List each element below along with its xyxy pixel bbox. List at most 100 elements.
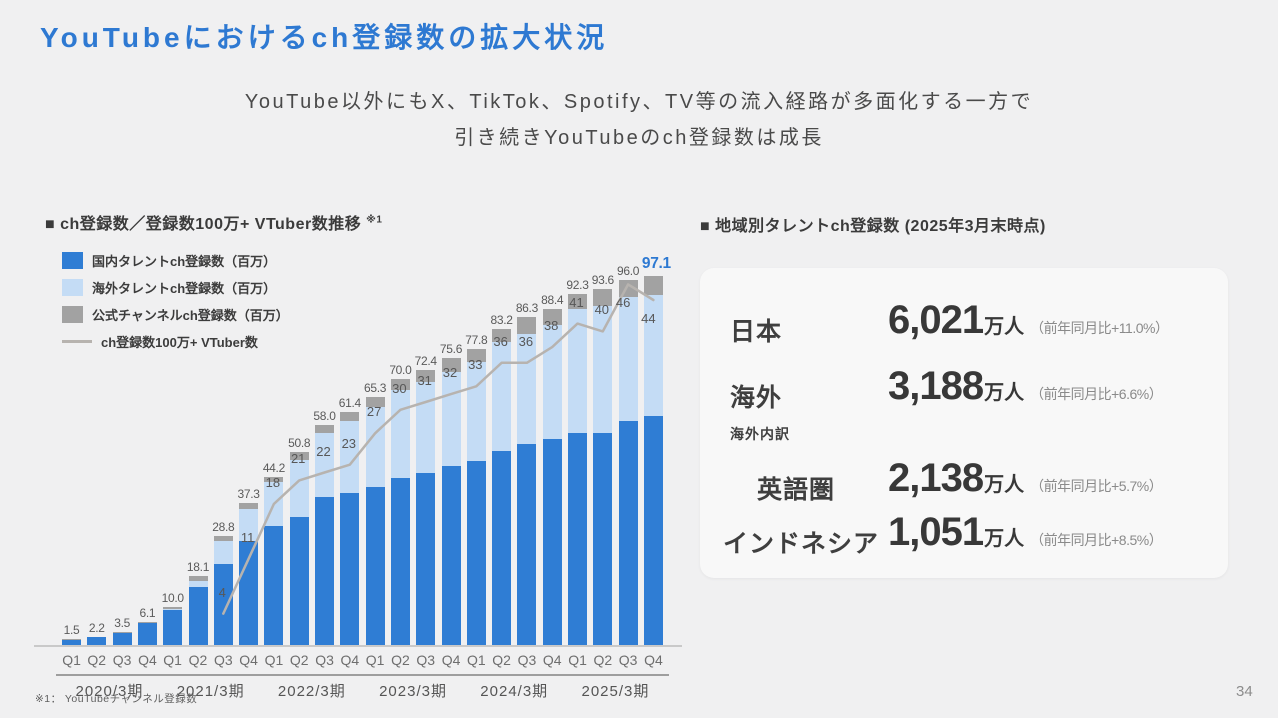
quarter-label: Q2 — [391, 652, 410, 668]
official-segment — [62, 639, 81, 641]
stat-row-overseas: 海外 3,188万人 （前年同月比+6.6%） — [700, 364, 1228, 416]
bar-2021/3期-Q4 — [239, 503, 259, 645]
stat-note: （前年同月比+8.5%） — [1030, 532, 1163, 548]
quarter-label: Q4 — [644, 652, 663, 668]
overseas-segment — [466, 362, 486, 462]
line-value-label: 4 — [218, 584, 226, 600]
quarter-label: Q3 — [315, 652, 334, 668]
quarter-label: Q4 — [542, 652, 562, 668]
line-value-label: 27 — [366, 404, 382, 420]
bar-2023/3期-Q1 — [365, 396, 385, 645]
domestic-segment — [517, 443, 537, 645]
bar-total-label: 1.5 — [63, 623, 80, 638]
line-value-label: 11 — [240, 529, 255, 545]
bar-2022/3期-Q2 — [289, 452, 309, 646]
legend-item: 国内タレントch登録数（百万） — [62, 247, 289, 274]
quarter-label: Q1 — [163, 652, 182, 668]
bar-2020/3期-Q4 — [137, 621, 157, 645]
domestic-segment — [466, 461, 486, 645]
line-value-label: 23 — [341, 435, 357, 451]
domestic-segment — [568, 432, 587, 645]
line-value-label: 18 — [265, 474, 281, 490]
overseas-breakdown-heading: 海外内訳 — [730, 426, 790, 442]
stat-label: インドネシア — [723, 530, 880, 558]
stat-row-japan: 日本 6,021万人 （前年同月比+11.0%） — [700, 298, 1228, 350]
stat-note: （前年同月比+5.7%） — [1030, 478, 1163, 494]
overseas-segment — [390, 390, 410, 478]
stat-values: 6,021万人 （前年同月比+11.0%） — [888, 298, 1169, 343]
line-value-label: 31 — [417, 373, 432, 388]
overseas-segment — [492, 342, 512, 452]
legend-swatch — [62, 252, 83, 269]
overseas-segment — [568, 309, 587, 433]
overseas-segment — [416, 381, 436, 474]
official-segment — [340, 411, 360, 421]
stat-value: 1,051 — [888, 510, 984, 554]
footnote: ※1： YouTubeチャンネル登録数 — [35, 693, 198, 705]
stat-row-indonesia: インドネシア 1,051万人 （前年同月比+8.5%） — [700, 510, 1228, 562]
overseas-segment — [593, 305, 613, 433]
overseas-segment — [340, 420, 360, 493]
year-label: 2024/3期 — [480, 683, 549, 700]
year-group-underline — [258, 674, 366, 676]
domestic-segment — [62, 640, 81, 645]
bar-total-label: 3.5 — [114, 615, 130, 630]
bar-2022/3期-Q1 — [264, 477, 284, 645]
line-value-label: 21 — [290, 451, 306, 467]
bar-total-label: 18.1 — [186, 560, 210, 575]
quarter-label: Q1 — [365, 652, 385, 668]
subtitle-line-2: 引き続きYouTubeのch登録数は成長 — [454, 127, 824, 149]
domestic-segment — [542, 439, 562, 645]
domestic-segment — [492, 451, 512, 645]
quarter-label: Q2 — [593, 652, 613, 668]
page-number: 34 — [1236, 683, 1253, 700]
quarter-label: Q3 — [112, 652, 132, 668]
line-value-label: 44 — [641, 311, 656, 326]
region-stats-card: 日本 6,021万人 （前年同月比+11.0%） 海外 3,188万人 （前年同月比… — [700, 268, 1228, 578]
stat-unit: 万人 — [984, 528, 1025, 550]
year-group-underline — [157, 674, 265, 676]
legend-line-swatch — [62, 340, 92, 343]
domestic-segment — [416, 473, 436, 645]
year-label: 2020/3期 — [75, 683, 144, 700]
bar-2024/3期-Q4 — [542, 309, 562, 645]
bar-total-label: 96.0 — [617, 264, 640, 279]
region-section-title: ■ 地域別タレントch登録数 (2025年3月末時点) — [700, 218, 1046, 235]
stacked-bar-line-chart: 1.5 2.2 3.5 6.1 — [34, 253, 686, 715]
overseas-segment — [517, 333, 537, 444]
official-segment — [517, 317, 537, 334]
stat-unit: 万人 — [984, 316, 1025, 338]
bar-total-label: 65.3 — [364, 380, 387, 395]
quarter-label: Q4 — [340, 652, 360, 668]
line-value-label: 33 — [468, 357, 483, 373]
quarter-label: Q2 — [188, 652, 208, 668]
quarter-label: Q4 — [239, 652, 258, 668]
bar-2024/3期-Q3 — [517, 317, 537, 645]
domestic-segment — [390, 477, 410, 645]
legend-label: ch登録数100万+ VTuber数 — [101, 335, 258, 350]
bar-2025/3期-Q1 — [568, 294, 587, 645]
subtitle-line-1: YouTube以外にもX、TikTok、Spotify、TV等の流入経路が多面化… — [244, 91, 1034, 113]
legend-swatch — [62, 279, 83, 296]
domestic-segment — [289, 517, 309, 646]
line-value-label: 41 — [569, 294, 584, 310]
overseas-segment — [618, 297, 638, 421]
overseas-segment — [188, 580, 208, 587]
chart-section-title: ■ ch登録数／登録数100万+ VTuber数推移 ※1 — [45, 210, 382, 234]
official-segment — [188, 576, 208, 581]
quarter-label: Q1 — [466, 652, 486, 668]
bar-total-label: 70.0 — [389, 363, 412, 377]
stat-value: 6,021 — [888, 298, 984, 342]
overseas-segment — [441, 372, 461, 467]
stat-values: 1,051万人 （前年同月比+8.5%） — [888, 510, 1163, 555]
bar-total-label: 88.4 — [541, 293, 564, 308]
bar-2020/3期-Q3 — [112, 631, 132, 645]
quarter-label: Q2 — [492, 652, 511, 668]
stat-note: （前年同月比+11.0%） — [1030, 320, 1169, 336]
year-label: 2023/3期 — [379, 683, 447, 700]
line-value-label: 36 — [493, 333, 508, 349]
bar-2023/3期-Q4 — [441, 357, 461, 645]
bar-total-label: 37.3 — [237, 487, 260, 502]
line-value-label: 40 — [594, 302, 610, 318]
